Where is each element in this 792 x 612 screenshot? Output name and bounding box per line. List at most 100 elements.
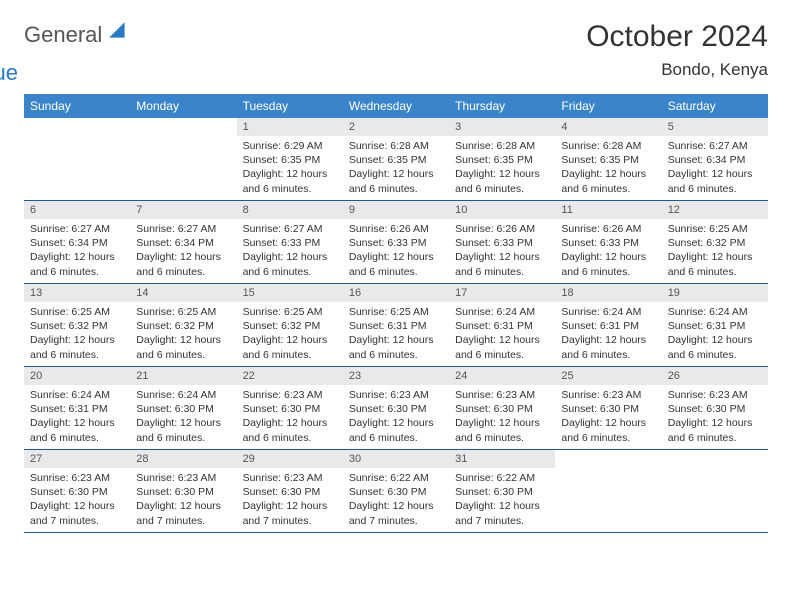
calendar-day-cell bbox=[662, 450, 768, 533]
calendar-day-cell: 7Sunrise: 6:27 AMSunset: 6:34 PMDaylight… bbox=[130, 201, 236, 284]
day-number: 26 bbox=[662, 367, 768, 385]
calendar-week-row: 1Sunrise: 6:29 AMSunset: 6:35 PMDaylight… bbox=[24, 118, 768, 201]
day-number: 21 bbox=[130, 367, 236, 385]
day-details: Sunrise: 6:27 AMSunset: 6:33 PMDaylight:… bbox=[237, 219, 343, 283]
day-details: Sunrise: 6:24 AMSunset: 6:30 PMDaylight:… bbox=[130, 385, 236, 449]
day-details: Sunrise: 6:23 AMSunset: 6:30 PMDaylight:… bbox=[237, 385, 343, 449]
day-details: Sunrise: 6:24 AMSunset: 6:31 PMDaylight:… bbox=[24, 385, 130, 449]
calendar-day-cell: 3Sunrise: 6:28 AMSunset: 6:35 PMDaylight… bbox=[449, 118, 555, 201]
day-details: Sunrise: 6:23 AMSunset: 6:30 PMDaylight:… bbox=[130, 468, 236, 532]
day-number: 24 bbox=[449, 367, 555, 385]
calendar-day-cell: 2Sunrise: 6:28 AMSunset: 6:35 PMDaylight… bbox=[343, 118, 449, 201]
day-details: Sunrise: 6:27 AMSunset: 6:34 PMDaylight:… bbox=[24, 219, 130, 283]
day-number: 19 bbox=[662, 284, 768, 302]
page-header: General Blue October 2024 Bondo, Kenya bbox=[24, 20, 768, 80]
calendar-day-cell: 23Sunrise: 6:23 AMSunset: 6:30 PMDayligh… bbox=[343, 367, 449, 450]
day-details: Sunrise: 6:26 AMSunset: 6:33 PMDaylight:… bbox=[343, 219, 449, 283]
calendar-day-cell: 16Sunrise: 6:25 AMSunset: 6:31 PMDayligh… bbox=[343, 284, 449, 367]
day-number: 6 bbox=[24, 201, 130, 219]
day-details: Sunrise: 6:25 AMSunset: 6:32 PMDaylight:… bbox=[237, 302, 343, 366]
calendar-day-cell: 10Sunrise: 6:26 AMSunset: 6:33 PMDayligh… bbox=[449, 201, 555, 284]
weekday-header: Monday bbox=[130, 94, 236, 118]
calendar-day-cell: 18Sunrise: 6:24 AMSunset: 6:31 PMDayligh… bbox=[555, 284, 661, 367]
day-number: 14 bbox=[130, 284, 236, 302]
day-number: 20 bbox=[24, 367, 130, 385]
weekday-header-row: SundayMondayTuesdayWednesdayThursdayFrid… bbox=[24, 94, 768, 118]
day-number: 15 bbox=[237, 284, 343, 302]
calendar-day-cell: 1Sunrise: 6:29 AMSunset: 6:35 PMDaylight… bbox=[237, 118, 343, 201]
weekday-header: Sunday bbox=[24, 94, 130, 118]
calendar-week-row: 6Sunrise: 6:27 AMSunset: 6:34 PMDaylight… bbox=[24, 201, 768, 284]
day-number: 27 bbox=[24, 450, 130, 468]
weekday-header: Saturday bbox=[662, 94, 768, 118]
calendar-day-cell bbox=[24, 118, 130, 201]
calendar-day-cell bbox=[130, 118, 236, 201]
day-details: Sunrise: 6:24 AMSunset: 6:31 PMDaylight:… bbox=[449, 302, 555, 366]
calendar-day-cell: 30Sunrise: 6:22 AMSunset: 6:30 PMDayligh… bbox=[343, 450, 449, 533]
calendar-day-cell: 22Sunrise: 6:23 AMSunset: 6:30 PMDayligh… bbox=[237, 367, 343, 450]
weekday-header: Thursday bbox=[449, 94, 555, 118]
calendar-body: 1Sunrise: 6:29 AMSunset: 6:35 PMDaylight… bbox=[24, 118, 768, 533]
calendar-day-cell: 6Sunrise: 6:27 AMSunset: 6:34 PMDaylight… bbox=[24, 201, 130, 284]
day-number: 5 bbox=[662, 118, 768, 136]
calendar-day-cell: 19Sunrise: 6:24 AMSunset: 6:31 PMDayligh… bbox=[662, 284, 768, 367]
logo: General Blue bbox=[24, 20, 129, 66]
day-details: Sunrise: 6:26 AMSunset: 6:33 PMDaylight:… bbox=[449, 219, 555, 283]
weekday-header: Tuesday bbox=[237, 94, 343, 118]
day-details: Sunrise: 6:22 AMSunset: 6:30 PMDaylight:… bbox=[343, 468, 449, 532]
day-number: 7 bbox=[130, 201, 236, 219]
calendar-day-cell: 4Sunrise: 6:28 AMSunset: 6:35 PMDaylight… bbox=[555, 118, 661, 201]
day-details: Sunrise: 6:28 AMSunset: 6:35 PMDaylight:… bbox=[555, 136, 661, 200]
sail-icon bbox=[107, 20, 129, 42]
day-number: 1 bbox=[237, 118, 343, 136]
day-number: 13 bbox=[24, 284, 130, 302]
calendar-day-cell: 20Sunrise: 6:24 AMSunset: 6:31 PMDayligh… bbox=[24, 367, 130, 450]
day-details: Sunrise: 6:24 AMSunset: 6:31 PMDaylight:… bbox=[555, 302, 661, 366]
calendar-day-cell: 24Sunrise: 6:23 AMSunset: 6:30 PMDayligh… bbox=[449, 367, 555, 450]
day-number: 2 bbox=[343, 118, 449, 136]
calendar-day-cell: 17Sunrise: 6:24 AMSunset: 6:31 PMDayligh… bbox=[449, 284, 555, 367]
day-number: 8 bbox=[237, 201, 343, 219]
title-block: October 2024 Bondo, Kenya bbox=[586, 20, 768, 80]
day-number: 28 bbox=[130, 450, 236, 468]
day-number: 10 bbox=[449, 201, 555, 219]
day-number: 22 bbox=[237, 367, 343, 385]
day-number: 30 bbox=[343, 450, 449, 468]
calendar-table: SundayMondayTuesdayWednesdayThursdayFrid… bbox=[24, 94, 768, 533]
calendar-day-cell: 13Sunrise: 6:25 AMSunset: 6:32 PMDayligh… bbox=[24, 284, 130, 367]
weekday-header: Wednesday bbox=[343, 94, 449, 118]
month-title: October 2024 bbox=[586, 20, 768, 54]
day-number: 25 bbox=[555, 367, 661, 385]
calendar-day-cell: 27Sunrise: 6:23 AMSunset: 6:30 PMDayligh… bbox=[24, 450, 130, 533]
day-details: Sunrise: 6:25 AMSunset: 6:31 PMDaylight:… bbox=[343, 302, 449, 366]
day-details: Sunrise: 6:25 AMSunset: 6:32 PMDaylight:… bbox=[662, 219, 768, 283]
calendar-day-cell: 11Sunrise: 6:26 AMSunset: 6:33 PMDayligh… bbox=[555, 201, 661, 284]
day-details: Sunrise: 6:23 AMSunset: 6:30 PMDaylight:… bbox=[662, 385, 768, 449]
calendar-day-cell: 14Sunrise: 6:25 AMSunset: 6:32 PMDayligh… bbox=[130, 284, 236, 367]
day-number: 9 bbox=[343, 201, 449, 219]
logo-text-blue: Blue bbox=[0, 60, 18, 85]
day-details: Sunrise: 6:29 AMSunset: 6:35 PMDaylight:… bbox=[237, 136, 343, 200]
calendar-day-cell: 15Sunrise: 6:25 AMSunset: 6:32 PMDayligh… bbox=[237, 284, 343, 367]
calendar-day-cell: 25Sunrise: 6:23 AMSunset: 6:30 PMDayligh… bbox=[555, 367, 661, 450]
calendar-day-cell: 26Sunrise: 6:23 AMSunset: 6:30 PMDayligh… bbox=[662, 367, 768, 450]
day-number: 18 bbox=[555, 284, 661, 302]
day-number: 17 bbox=[449, 284, 555, 302]
logo-text-general: General bbox=[24, 22, 102, 47]
calendar-week-row: 13 Sunrise: 6:25 AMSunset: 6:32 PMDayligh… bbox=[24, 284, 768, 367]
calendar-day-cell: 9Sunrise: 6:26 AMSunset: 6:33 PMDaylight… bbox=[343, 201, 449, 284]
calendar-day-cell: 29Sunrise: 6:23 AMSunset: 6:30 PMDayligh… bbox=[237, 450, 343, 533]
day-details: Sunrise: 6:23 AMSunset: 6:30 PMDaylight:… bbox=[24, 468, 130, 532]
day-details: Sunrise: 6:28 AMSunset: 6:35 PMDaylight:… bbox=[449, 136, 555, 200]
day-number: 11 bbox=[555, 201, 661, 219]
day-details: Sunrise: 6:27 AMSunset: 6:34 PMDaylight:… bbox=[662, 136, 768, 200]
calendar-day-cell: 28Sunrise: 6:23 AMSunset: 6:30 PMDayligh… bbox=[130, 450, 236, 533]
day-details: Sunrise: 6:22 AMSunset: 6:30 PMDaylight:… bbox=[449, 468, 555, 532]
day-number: 23 bbox=[343, 367, 449, 385]
day-details: Sunrise: 6:23 AMSunset: 6:30 PMDaylight:… bbox=[449, 385, 555, 449]
day-number: 16 bbox=[343, 284, 449, 302]
day-number: 29 bbox=[237, 450, 343, 468]
day-details: Sunrise: 6:23 AMSunset: 6:30 PMDaylight:… bbox=[555, 385, 661, 449]
day-details: Sunrise: 6:23 AMSunset: 6:30 PMDaylight:… bbox=[343, 385, 449, 449]
calendar-day-cell: 12Sunrise: 6:25 AMSunset: 6:32 PMDayligh… bbox=[662, 201, 768, 284]
